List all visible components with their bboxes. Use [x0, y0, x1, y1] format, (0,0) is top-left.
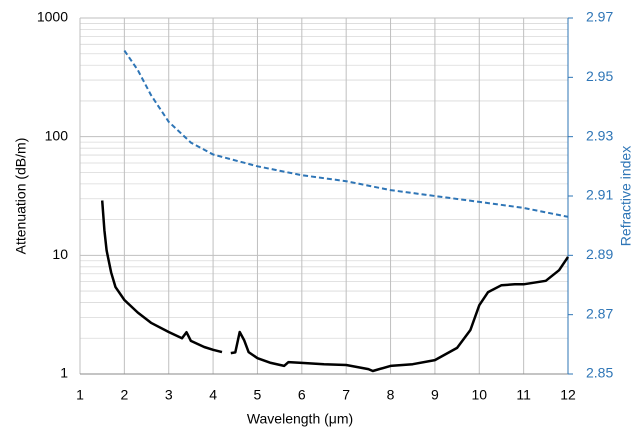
x-tick-label: 12: [560, 387, 576, 403]
x-tick-label: 3: [165, 387, 173, 403]
y-tick-label: 10: [52, 246, 68, 262]
x-tick-label: 11: [516, 387, 531, 403]
y-axis-label: Attenuation (dB/m): [13, 138, 29, 255]
y-tick-label: 1: [60, 365, 68, 381]
y2-tick-label: 2.87: [586, 305, 613, 321]
x-tick-label: 2: [120, 387, 128, 403]
series-line: [100, 200, 570, 373]
y2-tick-label: 2.93: [586, 127, 613, 143]
x-tick-label: 6: [298, 387, 306, 403]
y-tick-label: 1000: [37, 9, 68, 25]
series-line: [123, 50, 569, 218]
x-tick-label: 1: [76, 387, 84, 403]
x-tick-label: 5: [254, 387, 262, 403]
x-tick-label: 10: [471, 387, 487, 403]
x-tick-label: 4: [209, 387, 217, 403]
x-tick-label: 7: [342, 387, 350, 403]
x-tick-label: 9: [431, 387, 439, 403]
y2-tick-label: 2.85: [586, 365, 613, 381]
y2-tick-label: 2.89: [586, 246, 613, 262]
y-tick-label: 100: [45, 127, 69, 143]
y2-tick-label: 2.91: [586, 187, 613, 203]
x-tick-label: 8: [387, 387, 395, 403]
y2-tick-label: 2.95: [586, 68, 613, 84]
y2-axis-label: Refractive index: [618, 146, 634, 246]
x-axis-label: Wavelength (μm): [247, 411, 353, 427]
y2-tick-label: 2.97: [586, 9, 613, 25]
